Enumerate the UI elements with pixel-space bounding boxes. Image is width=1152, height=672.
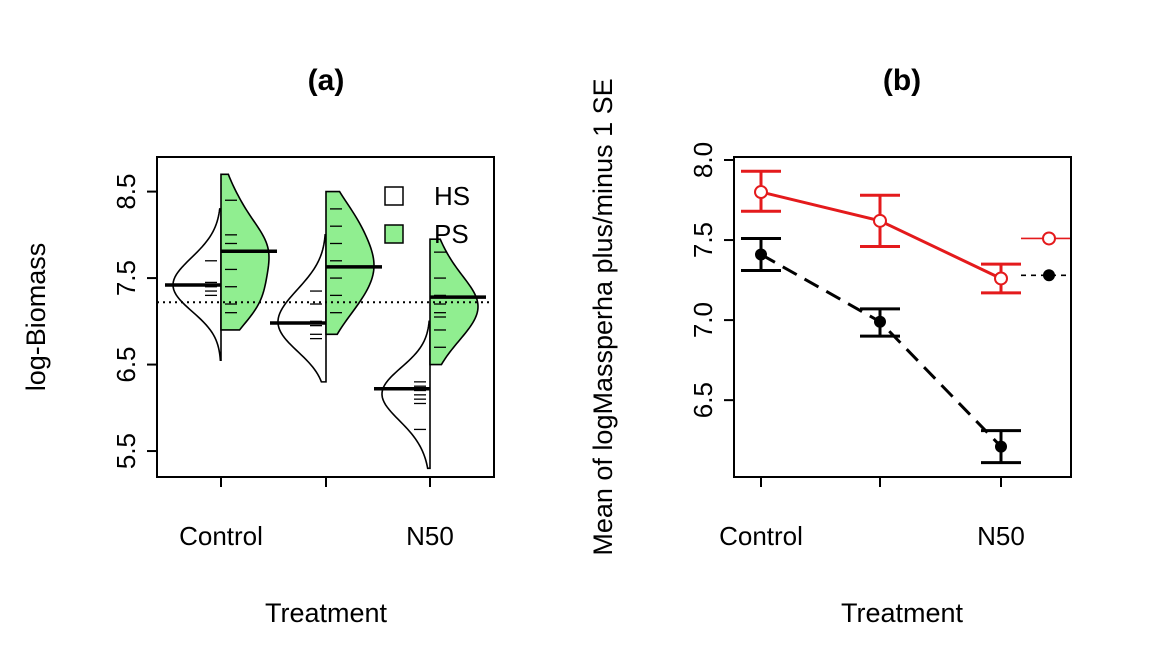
panel-a-ytick-label: 5.5 xyxy=(111,433,141,469)
panel-a-xtick-label: N50 xyxy=(406,521,454,551)
panel-a-ylabel: log-Biomass xyxy=(21,243,51,392)
panel-b-title: (b) xyxy=(883,64,921,97)
panel-b-ytick-label: 7.0 xyxy=(688,302,718,338)
overall-marker xyxy=(1042,231,1056,246)
overall-marker xyxy=(1043,269,1055,282)
panel-a-plot-frame xyxy=(156,156,495,478)
legend-swatch-hs xyxy=(384,186,404,206)
bean-hs xyxy=(381,320,431,470)
mean-point xyxy=(994,271,1008,286)
bean-hs xyxy=(277,234,327,383)
panel-b-series xyxy=(741,169,1071,465)
bean-ps xyxy=(325,190,375,336)
panel-b-xlabel: Treatment xyxy=(841,598,964,628)
panel-a-title: (a) xyxy=(308,64,345,97)
legend-swatch-ps xyxy=(384,224,404,244)
mean-point xyxy=(873,213,887,228)
panel-a-ytick-label: 8.5 xyxy=(111,174,141,210)
panel-b-ytick-label: 6.5 xyxy=(688,382,718,418)
panel-b-ylabel: Mean of logMassperha plus/minus 1 SE xyxy=(588,78,618,555)
mean-point xyxy=(995,440,1007,453)
panel-a-beans xyxy=(165,173,486,470)
panel-a-xlabel: Treatment xyxy=(265,598,388,628)
panel-a-ytick-label: 6.5 xyxy=(111,346,141,382)
panel-b-ytick-label: 8.0 xyxy=(688,142,718,178)
panel-a-x-axis: Control N50 xyxy=(179,477,454,551)
panel-b-ytick-label: 7.5 xyxy=(688,222,718,258)
panel-b: (b) Treatment Mean of logMassperha plus/… xyxy=(588,64,1072,628)
panel-b-xtick-label: Control xyxy=(719,521,803,551)
panel-b-plot-frame xyxy=(733,156,1072,478)
panel-b-y-axis: 6.5 7.0 7.5 8.0 xyxy=(688,142,734,418)
panel-b-x-axis: Control N50 xyxy=(719,477,1025,551)
panel-a-ytick-label: 7.5 xyxy=(111,260,141,296)
mean-point xyxy=(755,248,767,261)
legend-label-hs: HS xyxy=(434,181,470,211)
panel-a-legend: HS PS xyxy=(384,181,470,249)
panel-b-xtick-label: N50 xyxy=(977,521,1025,551)
mean-point xyxy=(874,315,886,328)
mean-point xyxy=(754,185,768,200)
legend-label-ps: PS xyxy=(434,219,469,249)
panel-a: (a) Treatment log-Biomass 5.5 6.5 7.5 8.5 C… xyxy=(21,64,495,628)
bean-ps xyxy=(429,238,479,366)
panel-a-xtick-label: Control xyxy=(179,521,263,551)
panel-a-y-axis: 5.5 6.5 7.5 8.5 xyxy=(111,174,157,469)
